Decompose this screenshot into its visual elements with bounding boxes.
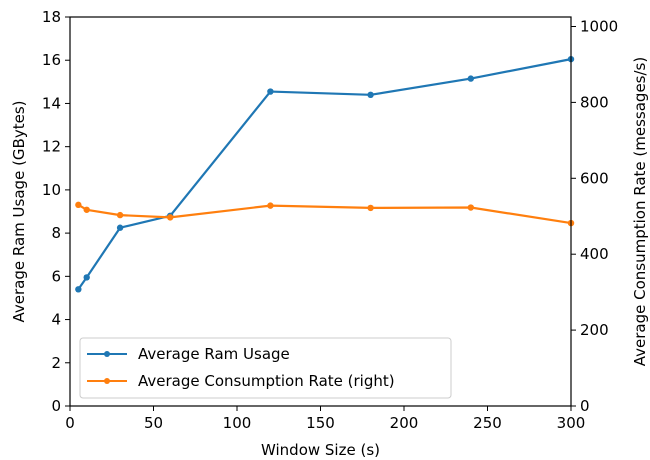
series-line-ram-usage [77,58,572,290]
x-tick-label: 0 [65,414,75,432]
x-axis-ticks: 0 50 100 150 200 250 300 [65,406,585,432]
legend-marker-consumption-rate [104,378,110,384]
left-y-tick-label: 16 [42,51,61,69]
left-y-tick-label: 0 [51,397,61,415]
right-y-tick-label: 400 [580,245,609,263]
data-point-consumption-rate [367,204,374,212]
series-line-consumption-rate [77,203,572,225]
left-y-tick-label: 12 [42,138,61,156]
legend-marker-ram-usage [104,351,110,357]
right-y-tick-label: 1000 [580,17,618,35]
x-tick-label: 200 [390,414,419,432]
x-tick-label: 300 [557,414,586,432]
data-point-consumption-rate [267,202,274,209]
data-point-ram-usage [467,75,474,82]
left-y-tick-label: 2 [51,354,61,372]
left-y-tick-label: 8 [51,224,61,242]
x-axis-label: Window Size (s) [261,441,380,459]
right-y-tick-label: 200 [580,321,609,339]
right-y-tick-label: 600 [580,169,609,187]
data-point-consumption-rate [75,201,82,209]
data-point-consumption-rate [467,204,474,211]
left-y-tick-label: 4 [51,311,61,329]
data-point-consumption-rate [116,211,124,219]
data-point-ram-usage [116,224,124,231]
left-y-axis-label: Average Ram Usage (GBytes) [10,101,28,323]
left-y-tick-label: 10 [42,181,61,199]
data-point-ram-usage [75,286,82,293]
legend: Average Ram Usage Average Consumption Ra… [79,337,452,399]
plot-marks [75,55,575,293]
legend-label-consumption-rate: Average Consumption Rate (right) [138,372,395,390]
right-y-tick-label: 0 [580,397,590,415]
data-point-consumption-rate [167,214,174,221]
left-y-axis-ticks: 0 2 4 6 8 10 12 14 16 18 [42,8,70,415]
left-y-tick-label: 18 [42,8,61,26]
right-y-axis-label: Average Consumption Rate (messages/s) [631,57,649,366]
data-point-consumption-rate [83,206,90,213]
legend-label-ram-usage: Average Ram Usage [138,345,290,363]
legend-box [79,337,452,399]
data-point-ram-usage [367,91,374,99]
data-point-ram-usage [83,274,90,281]
x-tick-label: 50 [144,414,163,432]
x-tick-label: 250 [473,414,502,432]
left-y-tick-label: 6 [51,267,61,285]
x-tick-label: 100 [223,414,252,432]
data-point-ram-usage [267,88,274,95]
right-y-axis-ticks: 0 200 400 600 800 1000 [571,17,618,415]
left-y-tick-label: 14 [42,94,61,112]
x-tick-label: 150 [306,414,335,432]
right-y-tick-label: 800 [580,93,609,111]
